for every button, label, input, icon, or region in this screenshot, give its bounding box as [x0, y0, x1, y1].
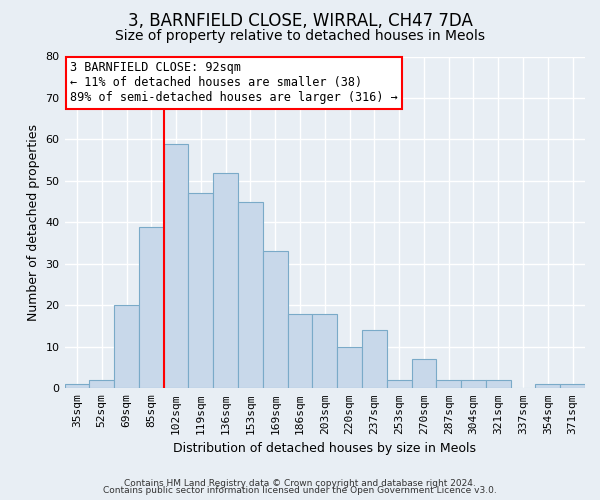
Bar [412, 360, 436, 388]
Bar [560, 384, 585, 388]
Text: Contains public sector information licensed under the Open Government Licence v3: Contains public sector information licen… [103, 486, 497, 495]
Bar [263, 252, 287, 388]
Bar [188, 194, 213, 388]
Bar [287, 314, 313, 388]
Text: Contains HM Land Registry data © Crown copyright and database right 2024.: Contains HM Land Registry data © Crown c… [124, 478, 476, 488]
Bar [65, 384, 89, 388]
Bar [238, 202, 263, 388]
Bar [89, 380, 114, 388]
Bar [387, 380, 412, 388]
Bar [313, 314, 337, 388]
Bar [535, 384, 560, 388]
Bar [461, 380, 486, 388]
Text: 3, BARNFIELD CLOSE, WIRRAL, CH47 7DA: 3, BARNFIELD CLOSE, WIRRAL, CH47 7DA [128, 12, 472, 30]
Text: 3 BARNFIELD CLOSE: 92sqm
← 11% of detached houses are smaller (38)
89% of semi-d: 3 BARNFIELD CLOSE: 92sqm ← 11% of detach… [70, 62, 397, 104]
Bar [486, 380, 511, 388]
X-axis label: Distribution of detached houses by size in Meols: Distribution of detached houses by size … [173, 442, 476, 455]
Bar [213, 172, 238, 388]
Bar [337, 347, 362, 389]
Text: Size of property relative to detached houses in Meols: Size of property relative to detached ho… [115, 29, 485, 43]
Bar [164, 144, 188, 388]
Bar [114, 306, 139, 388]
Bar [362, 330, 387, 388]
Bar [139, 226, 164, 388]
Y-axis label: Number of detached properties: Number of detached properties [27, 124, 40, 321]
Bar [436, 380, 461, 388]
